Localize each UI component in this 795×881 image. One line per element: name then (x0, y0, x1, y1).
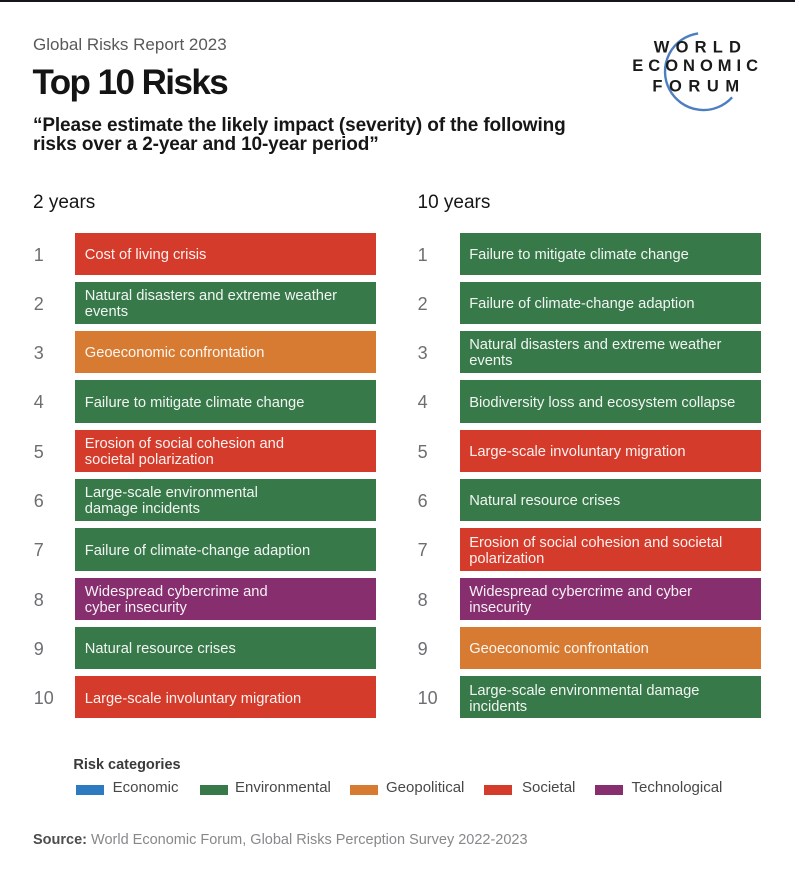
svg-text:ECONOMIC: ECONOMIC (632, 57, 763, 75)
svg-text:WORLD: WORLD (654, 38, 747, 56)
svg-text:FORUM: FORUM (652, 78, 745, 96)
